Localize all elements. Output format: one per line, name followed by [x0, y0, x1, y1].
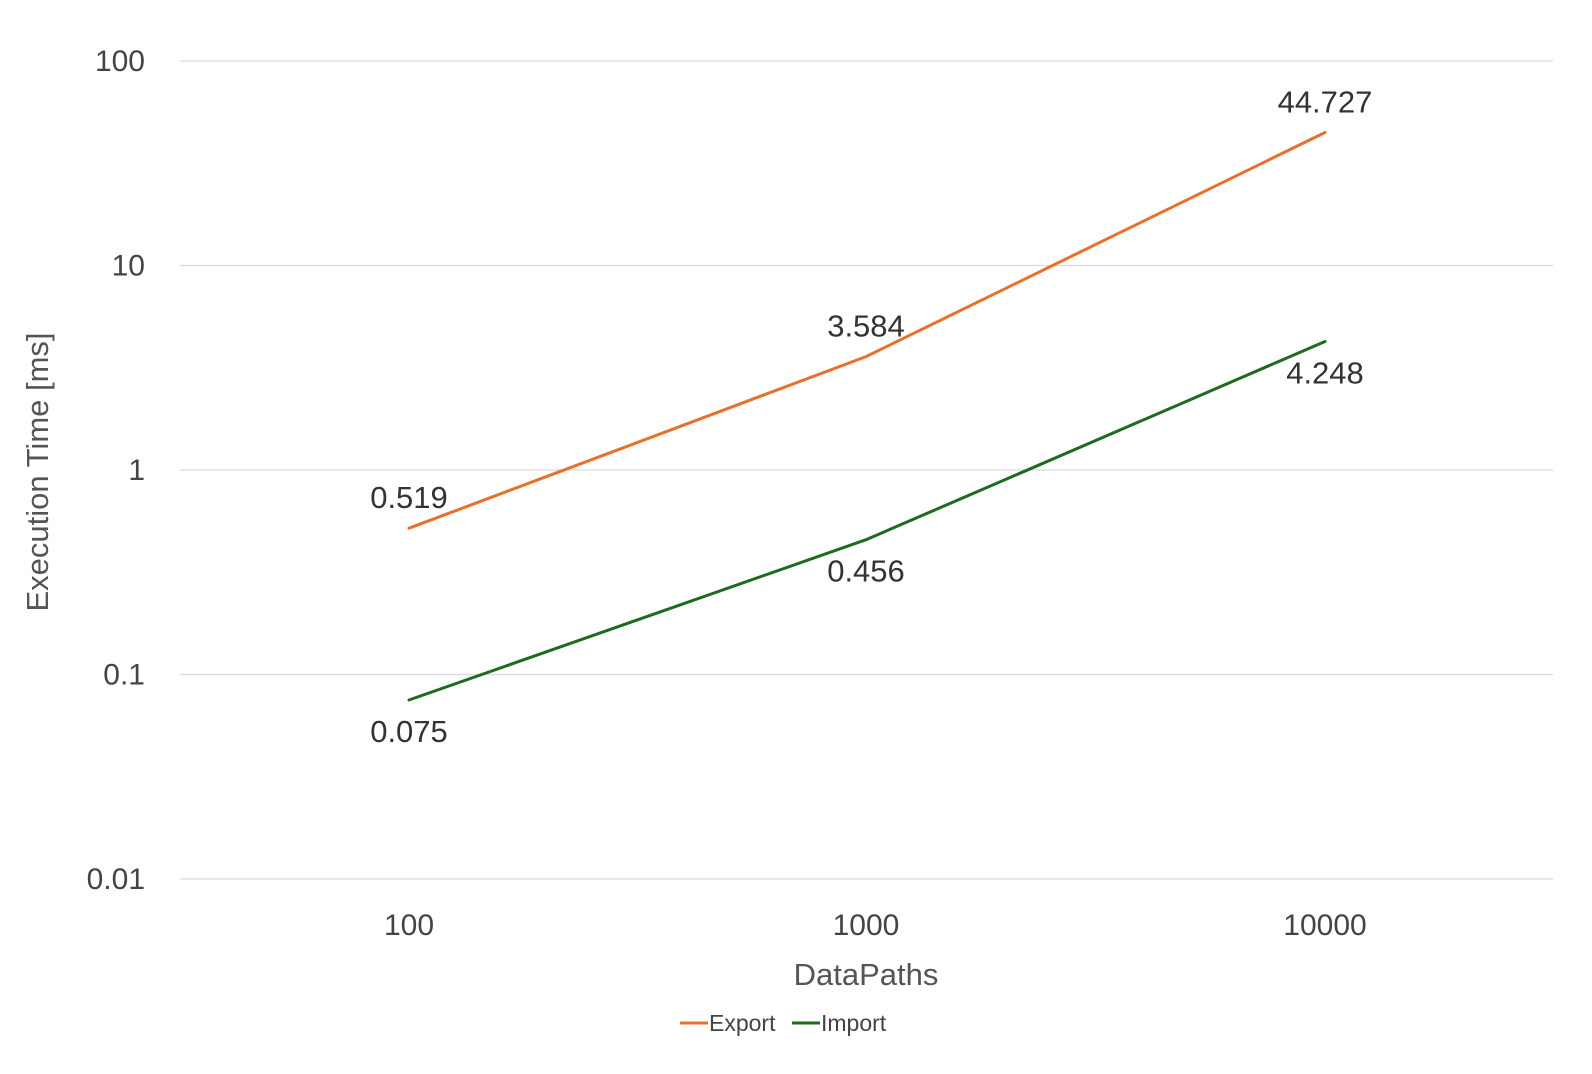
data-label-import: 4.248 — [1286, 356, 1364, 391]
x-axis-title: DataPaths — [794, 957, 939, 992]
legend: Export Import — [680, 1010, 887, 1036]
x-tick-label: 10000 — [1283, 909, 1366, 942]
data-labels: 0.519 3.584 44.727 0.075 0.456 4.248 — [370, 84, 1372, 749]
data-label-export: 44.727 — [1278, 84, 1373, 119]
legend-label-import: Import — [821, 1010, 887, 1036]
data-label-export: 3.584 — [827, 309, 905, 344]
legend-label-export: Export — [709, 1010, 776, 1036]
x-tick-label: 100 — [384, 909, 434, 942]
x-tick-label: 1000 — [833, 909, 900, 942]
series-line-import — [407, 340, 1327, 702]
y-axis-title: Execution Time [ms] — [20, 332, 55, 611]
y-tick-label: 100 — [95, 45, 145, 78]
x-axis-ticks: 100 1000 10000 — [384, 909, 1367, 942]
series-line-export — [407, 131, 1327, 530]
y-axis-ticks: 0.01 0.1 1 10 100 — [87, 45, 145, 896]
y-tick-label: 0.01 — [87, 863, 145, 896]
y-tick-label: 10 — [112, 250, 145, 283]
data-label-import: 0.075 — [370, 714, 448, 749]
series-lines — [407, 131, 1327, 702]
grid-lines — [180, 60, 1553, 880]
data-label-export: 0.519 — [370, 480, 448, 515]
data-label-import: 0.456 — [827, 554, 905, 589]
y-tick-label: 0.1 — [103, 659, 145, 692]
y-tick-label: 1 — [128, 454, 145, 487]
